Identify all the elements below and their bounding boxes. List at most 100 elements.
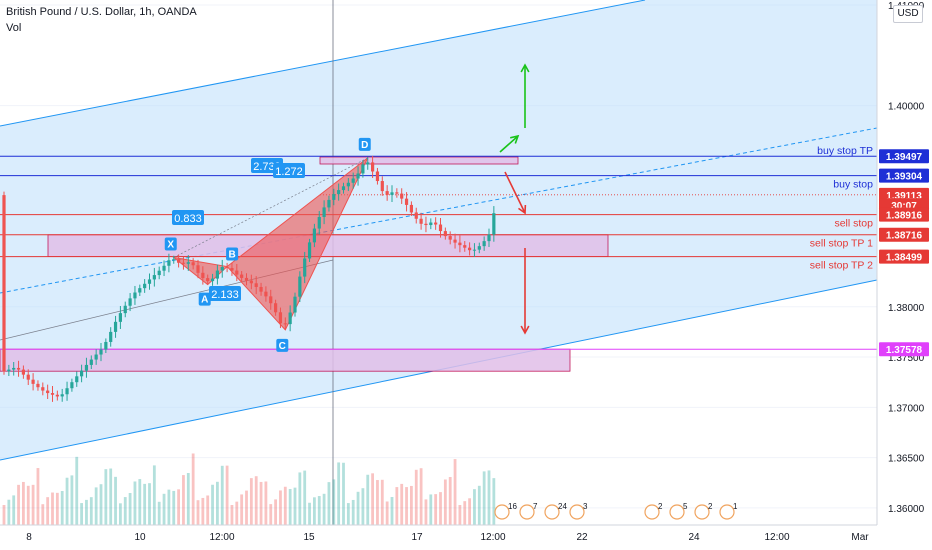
volume-bar <box>298 472 302 525</box>
event-count: 3 <box>583 502 588 511</box>
event-count: 24 <box>558 502 567 511</box>
candle-body <box>395 192 399 194</box>
candle-body <box>157 270 161 276</box>
volume-bar <box>245 490 248 525</box>
volume-bar <box>80 503 83 525</box>
y-tick-label: 1.40000 <box>888 102 925 113</box>
candle-body <box>375 171 380 182</box>
volume-bar <box>473 489 476 525</box>
x-tick-label: 24 <box>688 532 700 543</box>
candle-body <box>133 292 137 299</box>
candle-body <box>196 265 200 273</box>
event-icon <box>644 504 660 520</box>
harmonic-ratio-badge <box>172 210 204 225</box>
volume-bar <box>385 501 389 525</box>
volume-bar <box>303 470 307 525</box>
buy-target-arrow-head <box>520 63 530 73</box>
x-tick-label: 10 <box>134 532 146 543</box>
event-icon <box>669 504 685 520</box>
candle-body <box>143 283 147 289</box>
harmonic-point-badge <box>198 292 211 306</box>
time-axis-panel <box>0 525 932 550</box>
volume-bar <box>167 489 171 525</box>
volume-indicator-label: Vol <box>6 22 22 34</box>
candle-body <box>259 286 263 292</box>
currency-button[interactable]: USD <box>893 5 923 23</box>
candle-body <box>404 198 409 205</box>
volume-bar <box>482 471 486 525</box>
candle-body <box>356 173 360 179</box>
candle-body <box>75 376 79 383</box>
price-tag <box>879 149 929 164</box>
candle-body <box>36 383 40 388</box>
event-icon <box>719 504 735 520</box>
level-label: sell stop TP 2 <box>810 260 873 272</box>
volume-bar <box>128 493 132 525</box>
candle-body <box>482 241 486 247</box>
volume-bar <box>492 478 496 525</box>
candle-body <box>128 298 132 306</box>
candle-body <box>390 192 394 195</box>
harmonic-point-badge <box>226 247 239 261</box>
volume-bar <box>216 481 219 525</box>
candle-body <box>210 278 215 282</box>
x-tick-label: Mar <box>851 532 869 543</box>
volume-bar <box>182 475 185 525</box>
volume-bar <box>351 499 355 525</box>
volume-bar <box>274 499 277 525</box>
candle-body <box>332 194 336 200</box>
candle-body <box>123 305 127 314</box>
candle-body <box>468 247 472 251</box>
level-label: buy stop <box>833 179 873 191</box>
volume-bar <box>152 465 156 525</box>
volume-bar <box>240 494 244 525</box>
candle-body <box>186 262 190 264</box>
price-tag-label: 1.39113 <box>886 191 922 202</box>
volume-bar <box>36 468 40 525</box>
candle-body <box>41 387 45 391</box>
event-count: 7 <box>533 502 538 511</box>
volume-bar <box>380 479 384 525</box>
candle-body <box>307 242 312 259</box>
harmonic-point-badge <box>358 137 371 151</box>
sell-entry-arrow <box>504 171 526 214</box>
harmonic-ratio-label: 2.133 <box>211 289 239 301</box>
candle-body <box>361 164 365 174</box>
candle-body <box>346 182 350 187</box>
volume-bar <box>487 470 491 525</box>
volume-bar <box>55 492 59 525</box>
candle-body <box>385 191 389 195</box>
candle-body <box>206 278 210 282</box>
volume-bar <box>22 481 25 525</box>
volume-bar <box>395 487 399 525</box>
candle-body <box>244 277 249 281</box>
volume-bar <box>283 486 287 525</box>
candle-body <box>46 390 50 394</box>
candle-body <box>351 178 355 183</box>
harmonic-ratio-label: 0.833 <box>174 213 202 225</box>
event-count: 2 <box>708 502 713 511</box>
candle-body <box>16 367 21 370</box>
harmonic-point-label: B <box>228 250 235 261</box>
candle-body <box>424 223 428 226</box>
event-count: 1 <box>733 502 738 511</box>
candle-body <box>312 228 316 243</box>
volume-bar <box>327 482 331 525</box>
volume-bar <box>390 497 394 525</box>
volume-bar <box>400 483 404 525</box>
volume-bar <box>46 497 50 525</box>
y-tick-label: 1.37000 <box>888 403 925 414</box>
candle-body <box>215 270 219 279</box>
volume-bar <box>148 483 151 525</box>
volume-bar <box>109 468 113 525</box>
volume-bar <box>177 489 180 525</box>
candle-body <box>419 218 423 224</box>
candle-body <box>70 382 74 389</box>
candle-body <box>458 242 462 246</box>
candle-body <box>50 393 55 395</box>
candle-body <box>278 312 283 324</box>
volume-bar <box>468 498 471 525</box>
candle-body <box>80 370 84 377</box>
volume-bar <box>94 487 98 525</box>
